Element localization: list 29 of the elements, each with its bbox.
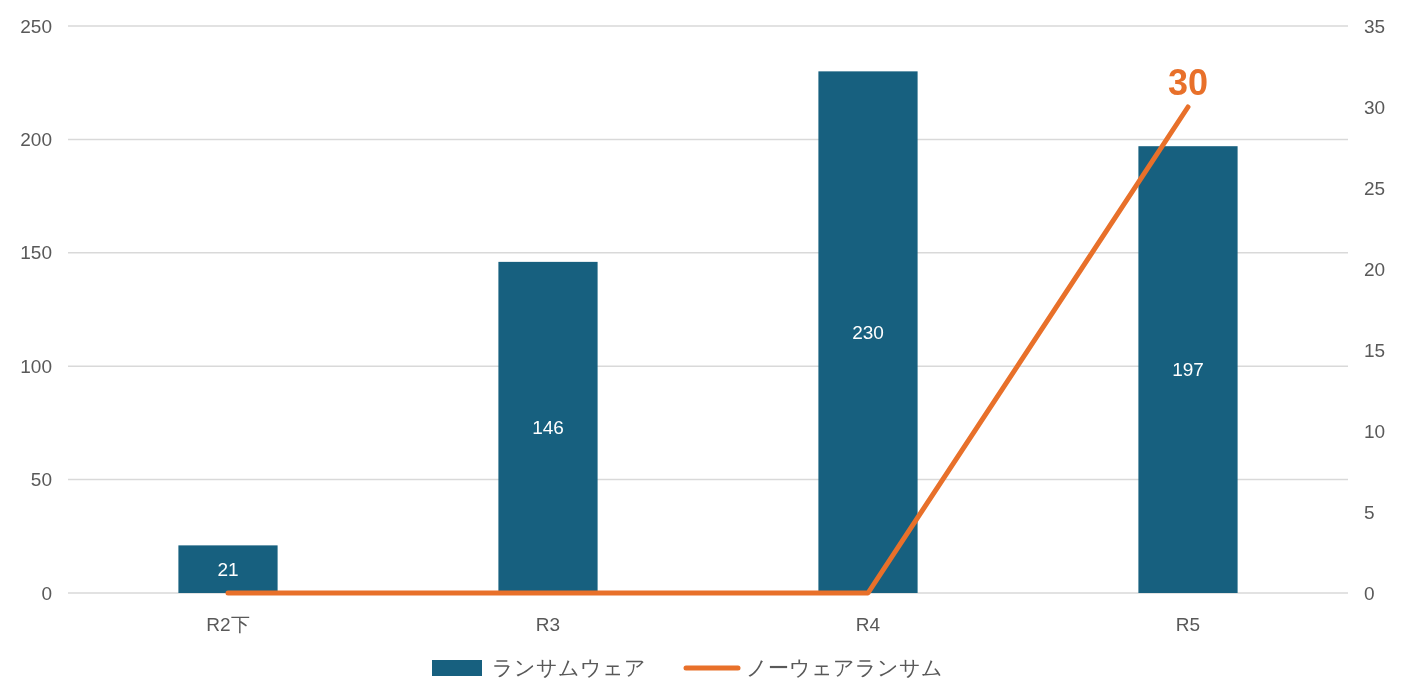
y-tick-label: 100 — [20, 355, 52, 377]
bar — [178, 545, 278, 593]
y-tick-label: 150 — [20, 242, 52, 264]
legend-label: ノーウェアランサム — [746, 656, 943, 681]
y-tick-label: 0 — [41, 582, 52, 604]
y2-tick-label: 30 — [1364, 96, 1386, 118]
data-label: 30 — [1167, 62, 1209, 103]
y2-tick-label: 20 — [1364, 258, 1386, 280]
y2-tick-label: 25 — [1364, 177, 1386, 199]
y-tick-label: 250 — [20, 15, 52, 37]
legend-label: ランサムウェア — [492, 656, 646, 681]
y-tick-label: 200 — [20, 129, 52, 151]
data-label: 230 — [852, 321, 884, 343]
x-tick-label: R5 — [1175, 614, 1201, 635]
y2-tick-label: 35 — [1364, 15, 1386, 37]
y2-tick-label: 0 — [1364, 582, 1375, 604]
data-label: 21 — [217, 558, 239, 580]
y-tick-label: 50 — [30, 469, 52, 491]
x-tick-label: R2下 — [206, 614, 250, 635]
x-tick-label: R4 — [855, 614, 881, 635]
y2-tick-label: 15 — [1364, 339, 1386, 361]
bar — [498, 261, 598, 593]
y2-tick-label: 5 — [1364, 501, 1375, 523]
x-tick-label: R3 — [535, 614, 561, 635]
bar — [818, 71, 918, 593]
bar — [1138, 146, 1238, 593]
data-label: 146 — [532, 417, 564, 439]
data-label: 197 — [1172, 359, 1204, 381]
y2-tick-label: 10 — [1364, 420, 1386, 442]
